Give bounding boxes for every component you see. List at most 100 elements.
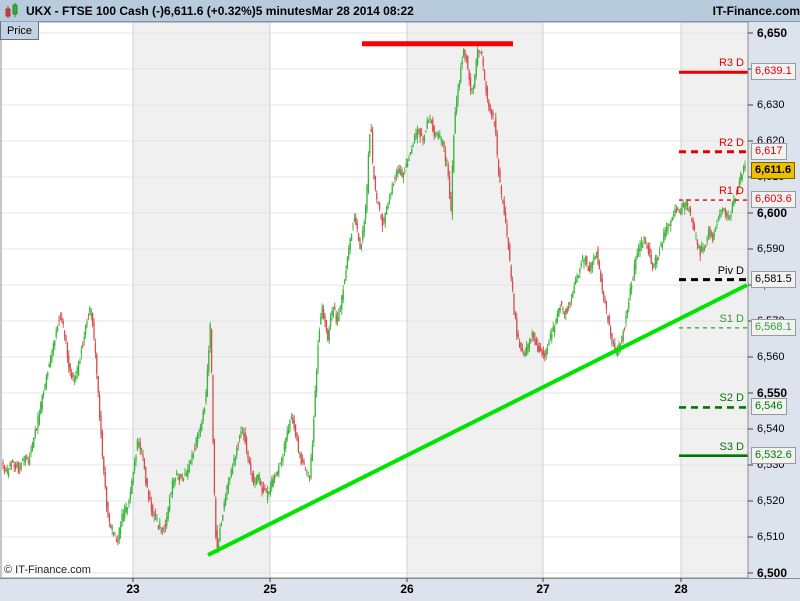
- candle-body: [320, 316, 322, 325]
- candle-body: [587, 266, 589, 272]
- candle-body: [125, 507, 127, 512]
- candle-body: [395, 172, 398, 176]
- candle-body: [114, 533, 116, 535]
- candle-body: [90, 311, 92, 317]
- candle-body: [206, 369, 209, 397]
- candle-body: [124, 506, 126, 518]
- candle-body: [202, 410, 204, 422]
- candle-body: [101, 431, 104, 457]
- candle-body: [156, 517, 158, 520]
- candle-body: [146, 478, 148, 487]
- candle-body: [500, 186, 503, 195]
- candle-body: [306, 470, 308, 472]
- candle-body: [535, 339, 538, 345]
- candle-body: [600, 271, 602, 282]
- candle-body: [453, 136, 455, 173]
- candle-body: [227, 482, 230, 490]
- copyright-watermark: © IT-Finance.com: [4, 564, 91, 576]
- candle-body: [488, 100, 490, 107]
- plot-border: [0, 21, 749, 579]
- trend-lines[interactable]: [207, 41, 748, 557]
- candle-body: [131, 480, 133, 494]
- candle-body: [538, 346, 540, 352]
- candle-body: [188, 465, 190, 472]
- candle-body: [147, 491, 150, 500]
- candle-body: [509, 245, 511, 261]
- candle-body: [126, 507, 129, 510]
- candle-body: [24, 455, 27, 463]
- candle-body: [633, 264, 636, 277]
- price-axis-strip[interactable]: [748, 21, 800, 600]
- candle-body: [689, 207, 692, 215]
- candle-body: [223, 502, 225, 510]
- symbol-title: UKX - FTSE 100 Cash (-): [26, 3, 165, 18]
- candle-body: [297, 438, 300, 453]
- candle-body: [448, 176, 451, 199]
- candle-body: [703, 247, 706, 252]
- candle-body: [580, 263, 582, 267]
- candle-body: [653, 264, 655, 266]
- candle-body: [355, 216, 357, 225]
- candle-body: [241, 428, 244, 430]
- candle-body: [660, 242, 662, 247]
- candle-body: [507, 237, 510, 250]
- candle-body: [626, 309, 629, 315]
- candle-body: [82, 345, 84, 347]
- candle-body: [597, 248, 599, 264]
- candle-body: [446, 160, 448, 162]
- pivot-value-box-s2-d: 6,546: [751, 398, 787, 416]
- candle-body: [89, 308, 91, 312]
- candle-body: [322, 309, 325, 319]
- pivot-level-lines[interactable]: [679, 70, 748, 457]
- y-axis-label: 6,500: [757, 566, 788, 580]
- candle-body: [56, 327, 59, 332]
- candle-body: [364, 206, 367, 219]
- pivot-value-box-r1-d: 6,603.6: [751, 191, 796, 209]
- candle-body: [562, 307, 564, 310]
- candle-body: [191, 454, 193, 461]
- candle-body: [111, 527, 113, 530]
- candle-body: [572, 293, 574, 298]
- candle-body: [336, 317, 339, 321]
- candle-body: [544, 353, 546, 357]
- candle-body: [173, 480, 175, 489]
- candle-body: [552, 326, 554, 332]
- x-axis-label: 25: [263, 582, 277, 596]
- candle-body: [195, 438, 197, 446]
- candle-body: [420, 133, 423, 136]
- candle-body: [59, 317, 62, 319]
- candle-body: [42, 392, 45, 395]
- candle-body: [383, 219, 385, 221]
- candle-body: [643, 237, 645, 240]
- candle-body: [677, 207, 679, 211]
- candle-body: [272, 478, 274, 487]
- candle-body: [371, 130, 374, 162]
- candle-body: [699, 245, 701, 256]
- y-axis-label: 6,510: [757, 531, 785, 543]
- brand-label: IT-Finance.com: [712, 3, 800, 18]
- candle-body: [212, 374, 214, 442]
- candle-body: [373, 166, 375, 180]
- candle-body: [40, 402, 42, 414]
- support-trendline[interactable]: [207, 283, 748, 557]
- candle-body: [107, 502, 109, 516]
- candle-body: [280, 459, 283, 463]
- candle-body: [492, 112, 494, 117]
- candle-body: [450, 197, 452, 212]
- candle-body: [380, 215, 382, 217]
- candle-body: [41, 394, 43, 410]
- candlesticks: [2, 44, 746, 554]
- candle-body: [136, 440, 139, 450]
- candle-body: [310, 457, 312, 478]
- candle-body: [527, 343, 529, 352]
- last-price-change: 6,611.6 (+0.32%): [164, 3, 256, 18]
- candle-body: [427, 122, 430, 124]
- candle-body: [415, 132, 417, 137]
- candle-body: [629, 287, 631, 297]
- tab-price[interactable]: Price: [0, 21, 39, 40]
- candle-body: [168, 497, 171, 511]
- candle-body: [419, 129, 421, 138]
- candle-body: [713, 233, 715, 237]
- candle-body: [257, 474, 259, 481]
